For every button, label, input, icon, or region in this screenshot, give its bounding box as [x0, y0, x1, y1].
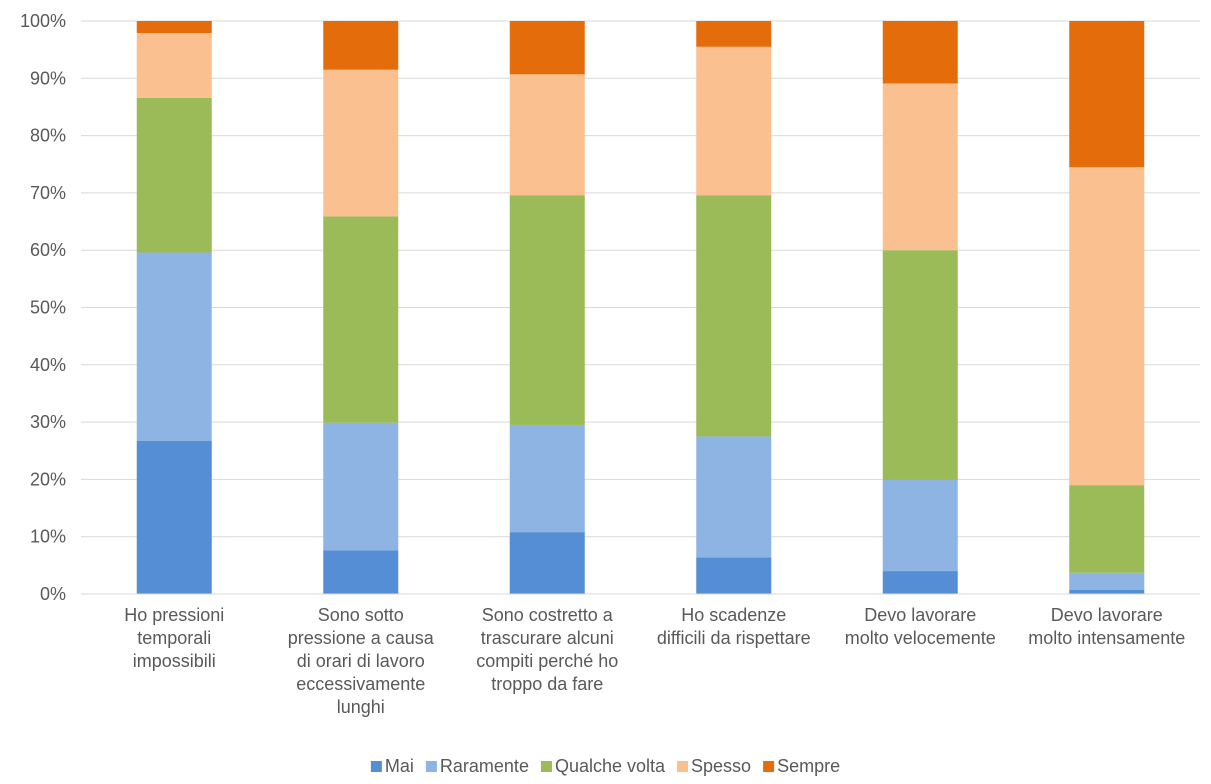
- y-tick-label: 90%: [30, 68, 66, 88]
- x-tick-label: Devo lavorare: [864, 605, 976, 625]
- bar-segment: [696, 195, 772, 437]
- bar-segment: [136, 252, 212, 442]
- bar-segment: [323, 550, 399, 594]
- bar-segment: [136, 441, 212, 594]
- legend-label: Mai: [385, 756, 414, 776]
- x-tick-label: Sono sotto: [318, 605, 404, 625]
- bar-segment: [509, 195, 585, 425]
- legend: Mai Raramente Qualche volta Spesso Sempre: [370, 756, 840, 776]
- bar-segment: [696, 21, 772, 47]
- x-tick-label: eccessivamente: [296, 674, 425, 694]
- bar-segment: [1069, 21, 1145, 168]
- bar-segment: [882, 21, 958, 84]
- bar-segment: [509, 424, 585, 533]
- x-tick-label: Devo lavorare: [1051, 605, 1163, 625]
- bar-segment: [323, 69, 399, 217]
- x-tick-label: temporali: [137, 628, 211, 648]
- bar-segment: [509, 21, 585, 75]
- bar-segment: [882, 479, 958, 572]
- legend-swatch: [370, 761, 382, 772]
- x-tick-label: lunghi: [337, 697, 385, 717]
- x-tick-label: pressione a causa: [288, 628, 435, 648]
- bar-segment: [136, 33, 212, 98]
- labels: 0% 10% 20% 30% 40% 50% 60% 70% 80% 90% 100% Ho pres…: [20, 11, 1185, 717]
- bar-segment: [136, 97, 212, 253]
- legend-label: Sempre: [777, 756, 840, 776]
- y-tick-label: 20%: [30, 469, 66, 489]
- x-tick-label: Ho pressioni: [124, 605, 224, 625]
- legend-swatch: [540, 761, 552, 772]
- bar-segment: [509, 74, 585, 196]
- bar-segment: [882, 83, 958, 251]
- bar-segment: [696, 436, 772, 558]
- bar-segment: [1069, 485, 1145, 573]
- x-tick-label: compiti perché ho: [476, 651, 618, 671]
- x-tick-label: difficili da rispettare: [657, 628, 811, 648]
- x-tick-label: impossibili: [133, 651, 216, 671]
- bar-segment: [882, 571, 958, 594]
- y-tick-label: 0%: [40, 584, 66, 604]
- bar-segment: [1069, 572, 1145, 590]
- y-tick-label: 70%: [30, 183, 66, 203]
- bar-segment: [136, 21, 212, 34]
- bar-segment: [323, 216, 399, 423]
- legend-label: Spesso: [691, 756, 751, 776]
- x-tick-label: Sono costretto a: [482, 605, 614, 625]
- legend-label: Raramente: [440, 756, 529, 776]
- y-tick-label: 30%: [30, 412, 66, 432]
- bar-segment: [1069, 589, 1145, 594]
- bar-segment: [323, 21, 399, 70]
- bar-segment: [696, 557, 772, 594]
- y-tick-label: 80%: [30, 126, 66, 146]
- y-tick-label: 50%: [30, 298, 66, 318]
- bar-segment: [882, 250, 958, 480]
- y-tick-label: 60%: [30, 240, 66, 260]
- bar-segment: [1069, 167, 1145, 486]
- x-tick-label: molto intensamente: [1028, 628, 1185, 648]
- legend-swatch: [677, 761, 689, 772]
- bar-segment: [696, 46, 772, 196]
- legend-swatch: [763, 761, 775, 772]
- y-tick-label: 100%: [20, 11, 66, 31]
- x-tick-label: troppo da fare: [491, 674, 603, 694]
- y-tick-label: 10%: [30, 527, 66, 547]
- legend-swatch: [425, 761, 437, 772]
- legend-label: Qualche volta: [555, 756, 666, 776]
- gridlines: [81, 20, 1200, 538]
- x-tick-label: di orari di lavoro: [297, 651, 425, 671]
- x-tick-label: molto velocemente: [845, 628, 996, 648]
- x-tick-label: trascurare alcuni: [481, 628, 614, 648]
- y-tick-label: 40%: [30, 355, 66, 375]
- bar-segment: [323, 422, 399, 551]
- x-tick-label: Ho scadenze: [681, 605, 786, 625]
- bars: [136, 21, 1145, 594]
- bar-segment: [509, 532, 585, 594]
